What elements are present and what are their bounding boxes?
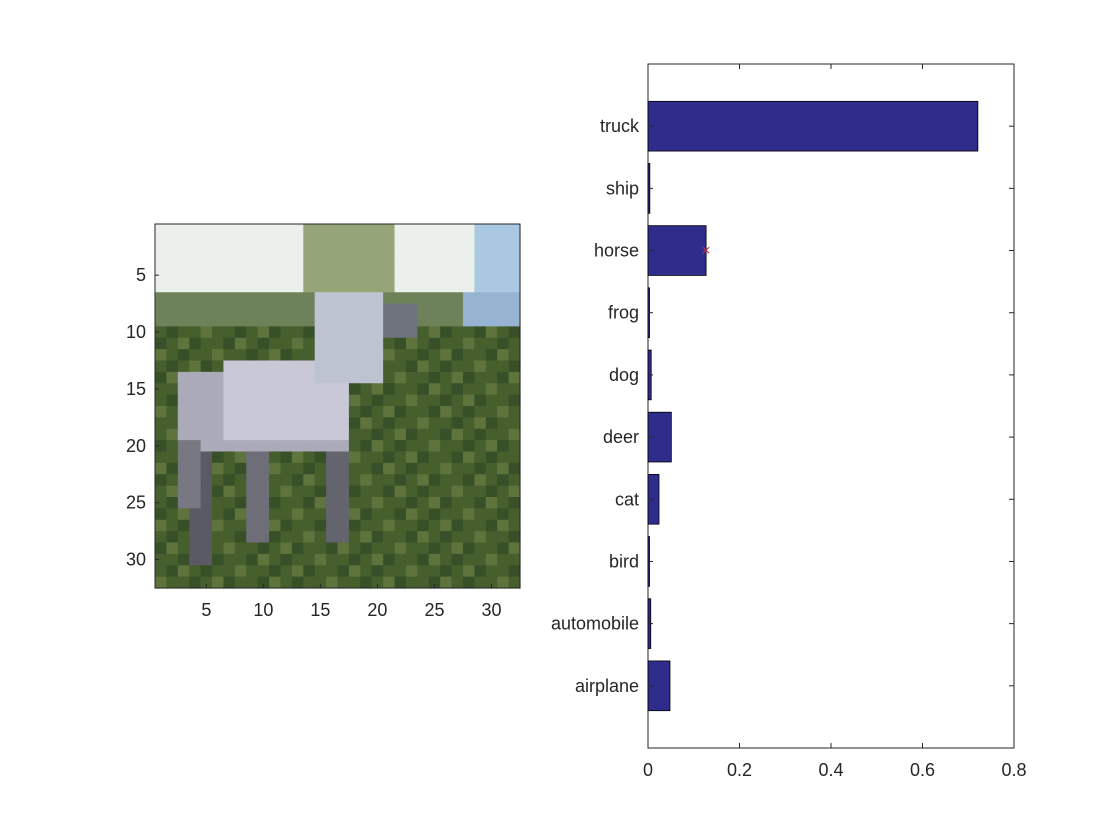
bar-axes-frame [647,63,1015,749]
image-y-tick-label: 25 [126,493,146,513]
image-x-tick-label: 5 [201,600,211,620]
category-label-cat: cat [615,489,639,509]
image-x-tick-label: 20 [367,600,387,620]
image-x-tick-label: 30 [481,600,501,620]
bar-y-tick-labels: airplane automobile bird cat deer dog frog hors… [551,116,640,696]
bar-chart-axes: airplane automobile bird cat deer dog frog hors… [551,63,1027,780]
category-label-frog: frog [608,303,639,323]
image-y-tick-label: 20 [126,436,146,456]
bar-x-tick-label: 0.4 [818,760,843,780]
image-axes-frame [154,223,521,589]
bar-truck [647,100,979,152]
category-label-automobile: automobile [551,614,639,634]
image-x-tick-label: 25 [424,600,444,620]
image-x-tick-label: 10 [253,600,273,620]
category-label-airplane: airplane [575,676,639,696]
bar-y-tick-marks [648,125,1014,687]
image-y-tick-label: 10 [126,322,146,342]
category-label-bird: bird [609,551,639,571]
image-axes: 5 10 15 20 25 30 5 10 15 20 25 30 [126,223,521,620]
image-y-tick-label: 15 [126,379,146,399]
image-y-ticks: 5 10 15 20 25 30 [126,265,159,570]
prediction-marker-x: × [701,243,710,260]
category-label-horse: horse [594,241,639,261]
bar-horse [647,225,707,276]
image-y-tick-label: 30 [126,550,146,570]
image-y-tick-label: 5 [136,265,146,285]
bar-x-tick-label: 0.6 [910,760,935,780]
horse-photo-image [155,224,521,589]
bar-x-tick-label: 0 [643,760,653,780]
category-label-deer: deer [603,427,639,447]
image-x-ticks: 5 10 15 20 25 30 [201,584,502,620]
bar-x-ticks: 0 0.2 0.4 0.6 0.8 [643,64,1027,780]
category-label-truck: truck [600,116,640,136]
category-label-ship: ship [606,178,639,198]
prediction-marker: × [701,243,710,260]
image-x-tick-label: 15 [310,600,330,620]
bar-x-tick-label: 0.2 [727,760,752,780]
category-label-dog: dog [609,365,639,385]
bar-x-tick-label: 0.8 [1001,760,1026,780]
